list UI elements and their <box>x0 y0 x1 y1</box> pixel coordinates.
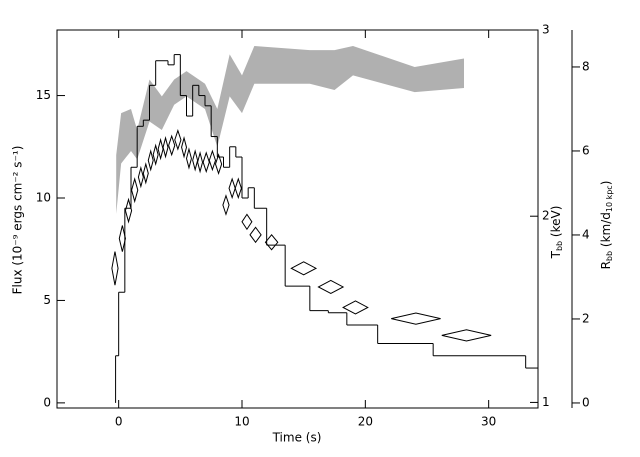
temperature-diamond <box>174 128 182 151</box>
y-tick-label: 10 <box>36 191 51 205</box>
y-tick-label: 15 <box>36 88 51 102</box>
y2-tick-label: 3 <box>542 23 550 37</box>
x-tick-label: 0 <box>115 415 123 429</box>
temperature-diamond <box>222 194 230 216</box>
temperature-diamond <box>162 136 169 159</box>
y3-axis-label-part: ) <box>599 181 613 186</box>
y2-axis-label-part: bb <box>555 241 564 251</box>
plot-frame <box>56 29 539 409</box>
temperature-diamond <box>197 150 204 174</box>
temperature-diamond <box>208 149 217 172</box>
temperature-diamond <box>214 153 223 175</box>
y-tick-label: 0 <box>43 395 51 409</box>
temperature-diamond <box>228 177 236 200</box>
temperature-diamond <box>234 177 242 200</box>
x-tick-label: 20 <box>358 415 373 429</box>
temperature-diamond <box>290 261 318 276</box>
temperature-diamond <box>124 197 133 224</box>
y3-axis-label-part: bb <box>605 251 614 261</box>
y-axis-label: Flux (10⁻⁹ ergs cm⁻² s⁻¹) <box>11 146 25 295</box>
y2-axis-label-part: (keV) <box>549 206 563 241</box>
x-axis-label: Time (s) <box>272 431 322 445</box>
temperature-diamond <box>131 177 139 204</box>
y3-tick-label: 0 <box>582 395 590 409</box>
y2-axis-label-part: T <box>549 250 563 259</box>
temperature-diamond <box>249 226 262 244</box>
temperature-diamond <box>441 329 492 342</box>
temperature-diamond <box>317 279 345 295</box>
temperature-diamond <box>241 213 253 231</box>
temperature-diamond <box>111 251 119 286</box>
y-tick-label: 5 <box>43 293 51 307</box>
temperature-diamond <box>157 137 164 161</box>
y3-axis-label-part: (km/d <box>599 212 613 251</box>
temperature-diamond <box>192 149 199 172</box>
y3-axis-label-part: 10 kpc <box>605 185 614 212</box>
temperature-diamond <box>168 134 176 157</box>
temperature-diamond <box>181 136 188 159</box>
y2-tick-label: 1 <box>542 395 550 409</box>
y3-tick-label: 4 <box>582 227 590 241</box>
radius-band <box>116 45 464 214</box>
temperature-diamond <box>142 162 149 185</box>
temperature-diamond <box>342 300 369 315</box>
temperature-diamond <box>147 149 154 172</box>
y3-axis-label: Rbb (km/d10 kpc) <box>599 181 614 270</box>
temperature-diamond <box>391 312 441 325</box>
temperature-diamond <box>264 234 279 251</box>
x-tick-label: 10 <box>234 415 249 429</box>
y3-axis-label-part: R <box>599 261 613 269</box>
temperature-diamond <box>202 151 210 174</box>
temperature-diamond <box>118 225 126 252</box>
y3-tick-label: 2 <box>582 311 590 325</box>
y2-tick-label: 2 <box>542 209 550 223</box>
x-tick-label: 30 <box>481 415 496 429</box>
temperature-diamond <box>137 165 144 189</box>
y3-tick-label: 8 <box>582 59 590 73</box>
temperature-diamond <box>152 143 159 167</box>
y3-tick-label: 6 <box>582 143 590 157</box>
y2-axis-label: Tbb (keV) <box>549 206 564 260</box>
temperature-diamond <box>185 147 192 170</box>
